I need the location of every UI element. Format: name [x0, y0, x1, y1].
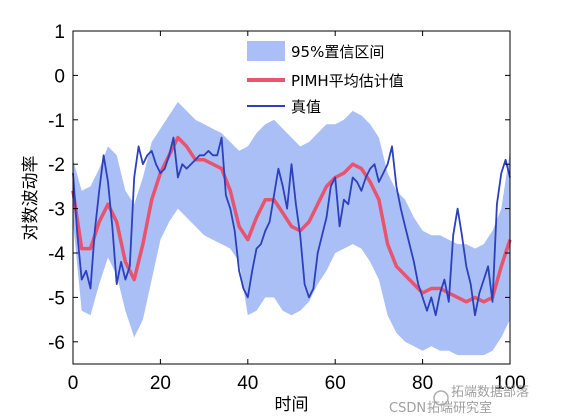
x-axis-label: 时间 — [275, 395, 309, 415]
x-tick-label: 100 — [494, 373, 526, 394]
legend-label-pimh: PIMH平均估计值 — [291, 72, 404, 90]
true-value-line — [72, 136, 511, 317]
plot-area — [71, 30, 512, 365]
series-layer — [71, 135, 512, 317]
x-axis-ticks: 0 20 40 60 80 100 — [68, 31, 526, 394]
x-tick-label: 40 — [237, 373, 258, 394]
y-axis-ticks: 1 0 -1 -2 -3 -4 -5 -6 — [48, 22, 510, 354]
y-tick-label: -2 — [48, 155, 65, 176]
legend-label-true: 真值 — [291, 98, 321, 116]
y-tick-label: 0 — [54, 66, 65, 87]
watermark-csdn: CSDN — [389, 401, 426, 416]
watermark-brand2: 拓端研究室 — [427, 400, 492, 416]
legend-swatch-band — [247, 41, 285, 61]
watermark-brand: 拓端数据部落 — [451, 385, 529, 400]
y-tick-label: -1 — [48, 111, 65, 132]
x-tick-label: 20 — [150, 373, 171, 394]
y-tick-label: 1 — [54, 22, 65, 43]
x-tick-label: 0 — [68, 373, 79, 394]
y-axis-label: 对数波动率 — [21, 156, 41, 241]
y-tick-label: -6 — [48, 333, 65, 354]
y-tick-label: -3 — [48, 200, 65, 221]
y-tick-label: -4 — [48, 244, 65, 265]
watermark: 拓端数据部落 CSDN 拓端研究室 — [389, 385, 529, 416]
plot-frame — [72, 30, 511, 365]
x-tick-label: 60 — [325, 373, 346, 394]
x-tick-label: 80 — [412, 373, 433, 394]
y-tick-label: -5 — [48, 288, 65, 309]
legend-label-band: 95%置信区间 — [291, 43, 384, 61]
watermark-logo-icon — [433, 390, 449, 406]
pimh-mean-line — [71, 135, 512, 304]
legend: 95%置信区间 PIMH平均估计值 真值 — [247, 41, 404, 116]
